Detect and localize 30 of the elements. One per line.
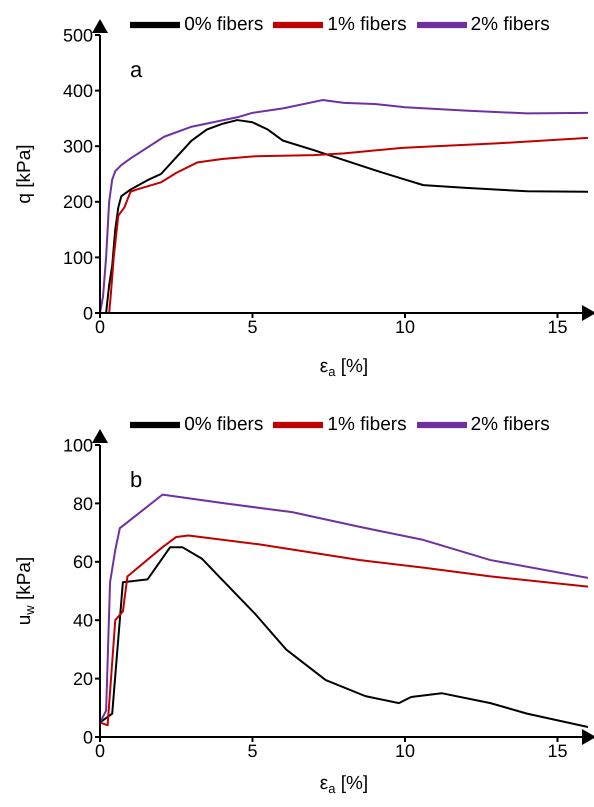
y-tick-label: 400 <box>62 80 93 101</box>
y-tick-label: 500 <box>62 25 93 46</box>
legend-label: 1% fibers <box>327 414 407 436</box>
y-tick-label: 100 <box>62 248 93 268</box>
x-tick-label: 10 <box>394 740 416 761</box>
y-tick-label: 80 <box>72 494 93 514</box>
x-tick-label: 5 <box>247 740 258 761</box>
x-axis-title: ε$_{a}$ [%] <box>320 356 368 379</box>
y-tick-label: 40 <box>72 610 93 631</box>
y-tick-label: 20 <box>72 668 93 689</box>
annotation: a <box>130 57 142 83</box>
x-tick-label: 15 <box>547 740 568 761</box>
y-axis-title: q [kPa] <box>14 144 35 204</box>
y-tick-label: 200 <box>62 192 93 212</box>
x-axis-title: ε$_{a}$ [%] <box>320 773 368 796</box>
y-tick-label: 100 <box>62 435 93 456</box>
legend-label: 0% fibers <box>184 14 264 36</box>
y-tick-label: 300 <box>62 136 93 157</box>
legend-label: 1% fibers <box>327 14 407 36</box>
y-tick-label: 60 <box>72 552 93 572</box>
line-series <box>100 494 588 724</box>
x-tick-label: 15 <box>547 316 568 337</box>
y-tick-label: 0 <box>82 727 93 748</box>
legend-label: 2% fibers <box>470 414 550 436</box>
annotation: b <box>130 467 142 493</box>
legend-label: 2% fibers <box>470 14 550 36</box>
y-tick-label: 0 <box>82 303 93 324</box>
legend-label: 0% fibers <box>184 414 264 436</box>
x-tick-label: 10 <box>394 316 416 337</box>
x-tick-label: 5 <box>247 316 258 337</box>
